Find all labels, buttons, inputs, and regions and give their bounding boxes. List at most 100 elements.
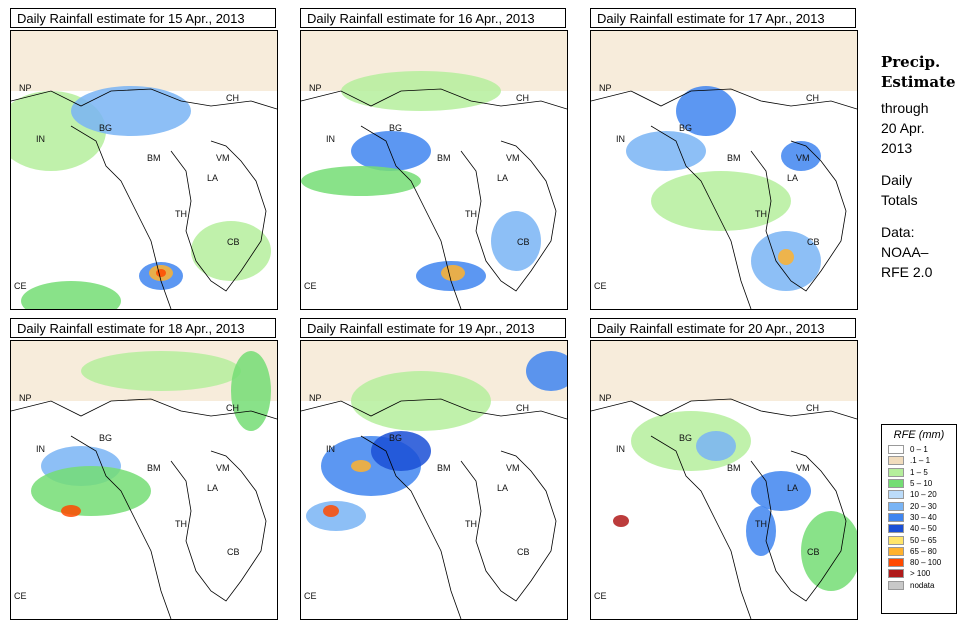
country-label-ch: CH xyxy=(226,403,239,413)
precip-area xyxy=(626,131,706,171)
country-label-in: IN xyxy=(326,444,335,454)
country-borders xyxy=(11,88,277,309)
country-label-ch: CH xyxy=(226,93,239,103)
rainfall-map: NP CH IN BG BM VM LA TH CB CE xyxy=(300,30,568,310)
country-label-np: NP xyxy=(599,393,612,403)
legend-title: RFE (mm) xyxy=(893,429,945,441)
precip-area xyxy=(231,351,271,431)
country-label-in: IN xyxy=(616,444,625,454)
country-label-bg: BG xyxy=(99,433,113,443)
precip-area xyxy=(306,501,366,531)
legend-swatch xyxy=(888,580,904,590)
legend-row: 80 – 100 xyxy=(882,557,956,568)
country-label-np: NP xyxy=(309,83,322,93)
info-through: through xyxy=(881,100,929,116)
country-label-vm: VM xyxy=(216,463,230,473)
country-label-th: TH xyxy=(175,209,187,219)
country-label-bg: BG xyxy=(679,433,693,443)
legend-swatch xyxy=(888,490,904,500)
legend-label: 80 – 100 xyxy=(910,558,942,568)
precip-area xyxy=(491,211,541,271)
country-label-th: TH xyxy=(465,519,477,529)
legend-label: > 100 xyxy=(910,569,931,579)
rainfall-map: NP CH IN BG BM VM LA TH CB CE xyxy=(10,340,278,620)
info-title-line1: Precip. xyxy=(881,53,941,71)
info-data-line1: Data: xyxy=(881,224,915,240)
legend-swatch xyxy=(888,535,904,545)
precip-area xyxy=(651,171,791,231)
country-label-vm: VM xyxy=(506,463,520,473)
legend-swatch xyxy=(888,558,904,568)
legend-row: nodata xyxy=(882,580,956,591)
legend-row: .1 – 1 xyxy=(882,455,956,466)
rainfall-map: NP CH IN BG BM VM LA TH CB CE xyxy=(300,340,568,620)
legend-swatch xyxy=(888,445,904,455)
country-label-cb: CB xyxy=(807,237,820,247)
legend-row: 65 – 80 xyxy=(882,546,956,557)
legend-swatch xyxy=(888,456,904,466)
country-label-ch: CH xyxy=(516,93,529,103)
info-column: Precip. Estimate through 20 Apr. 2013 Da… xyxy=(881,52,967,282)
country-label-la: LA xyxy=(787,483,799,493)
precip-area xyxy=(191,221,271,281)
map-canvas xyxy=(11,31,277,309)
country-label-th: TH xyxy=(175,519,187,529)
precip-area xyxy=(61,505,81,517)
country-label-ce: CE xyxy=(14,591,27,601)
country-label-bg: BG xyxy=(389,433,403,443)
precip-area xyxy=(676,86,736,136)
country-label-bm: BM xyxy=(147,153,161,163)
panel-title: Daily Rainfall estimate for 15 Apr., 201… xyxy=(10,8,276,28)
legend-row: 0 – 1 xyxy=(882,444,956,455)
info-title-line2: Estimate xyxy=(881,73,956,91)
legend-label: 65 – 80 xyxy=(910,546,937,556)
country-label-ce: CE xyxy=(594,591,607,601)
legend-row: 50 – 65 xyxy=(882,534,956,545)
country-label-ch: CH xyxy=(516,403,529,413)
info-data-line3: RFE 2.0 xyxy=(881,264,933,280)
country-label-vm: VM xyxy=(796,153,810,163)
map-canvas xyxy=(11,341,277,619)
precip-area xyxy=(696,431,736,461)
country-label-vm: VM xyxy=(216,153,230,163)
precip-area xyxy=(526,351,567,391)
precip-area xyxy=(323,505,339,517)
precip-area xyxy=(371,431,431,471)
rainfall-map: NP CH IN BG BM VM LA TH CB CE xyxy=(590,340,858,620)
country-label-cb: CB xyxy=(227,237,240,247)
country-label-th: TH xyxy=(755,209,767,219)
legend-label: .1 – 1 xyxy=(910,456,931,466)
panel-title: Daily Rainfall estimate for 16 Apr., 201… xyxy=(300,8,566,28)
legend-swatch xyxy=(888,479,904,489)
precip-area xyxy=(441,265,465,281)
legend-swatch xyxy=(888,569,904,579)
country-borders xyxy=(301,398,567,619)
panel-title: Daily Rainfall estimate for 18 Apr., 201… xyxy=(10,318,276,338)
country-label-bg: BG xyxy=(679,123,693,133)
country-label-cb: CB xyxy=(517,237,530,247)
country-label-np: NP xyxy=(599,83,612,93)
country-label-cb: CB xyxy=(517,547,530,557)
country-label-np: NP xyxy=(19,393,32,403)
info-data-line2: NOAA– xyxy=(881,244,929,260)
map-canvas xyxy=(301,341,567,619)
country-label-cb: CB xyxy=(807,547,820,557)
country-borders xyxy=(301,88,567,309)
legend-label: 20 – 30 xyxy=(910,501,937,511)
info-daily-line1: Daily xyxy=(881,172,913,188)
country-label-la: LA xyxy=(207,483,219,493)
legend-label: 0 – 1 xyxy=(910,445,928,455)
precip-area xyxy=(156,269,166,277)
info-daily-line2: Totals xyxy=(881,192,918,208)
country-label-la: LA xyxy=(787,173,799,183)
legend-label: 30 – 40 xyxy=(910,512,937,522)
country-label-bm: BM xyxy=(147,463,161,473)
legend-swatch xyxy=(888,524,904,534)
rainfall-map: NP CH IN BG BM VM LA TH CB CE xyxy=(10,30,278,310)
precip-area xyxy=(781,141,821,171)
precip-area xyxy=(751,471,811,511)
map-canvas xyxy=(591,31,857,309)
precip-area xyxy=(746,506,776,556)
legend-row: > 100 xyxy=(882,568,956,579)
info-date-line2: 2013 xyxy=(881,140,913,156)
